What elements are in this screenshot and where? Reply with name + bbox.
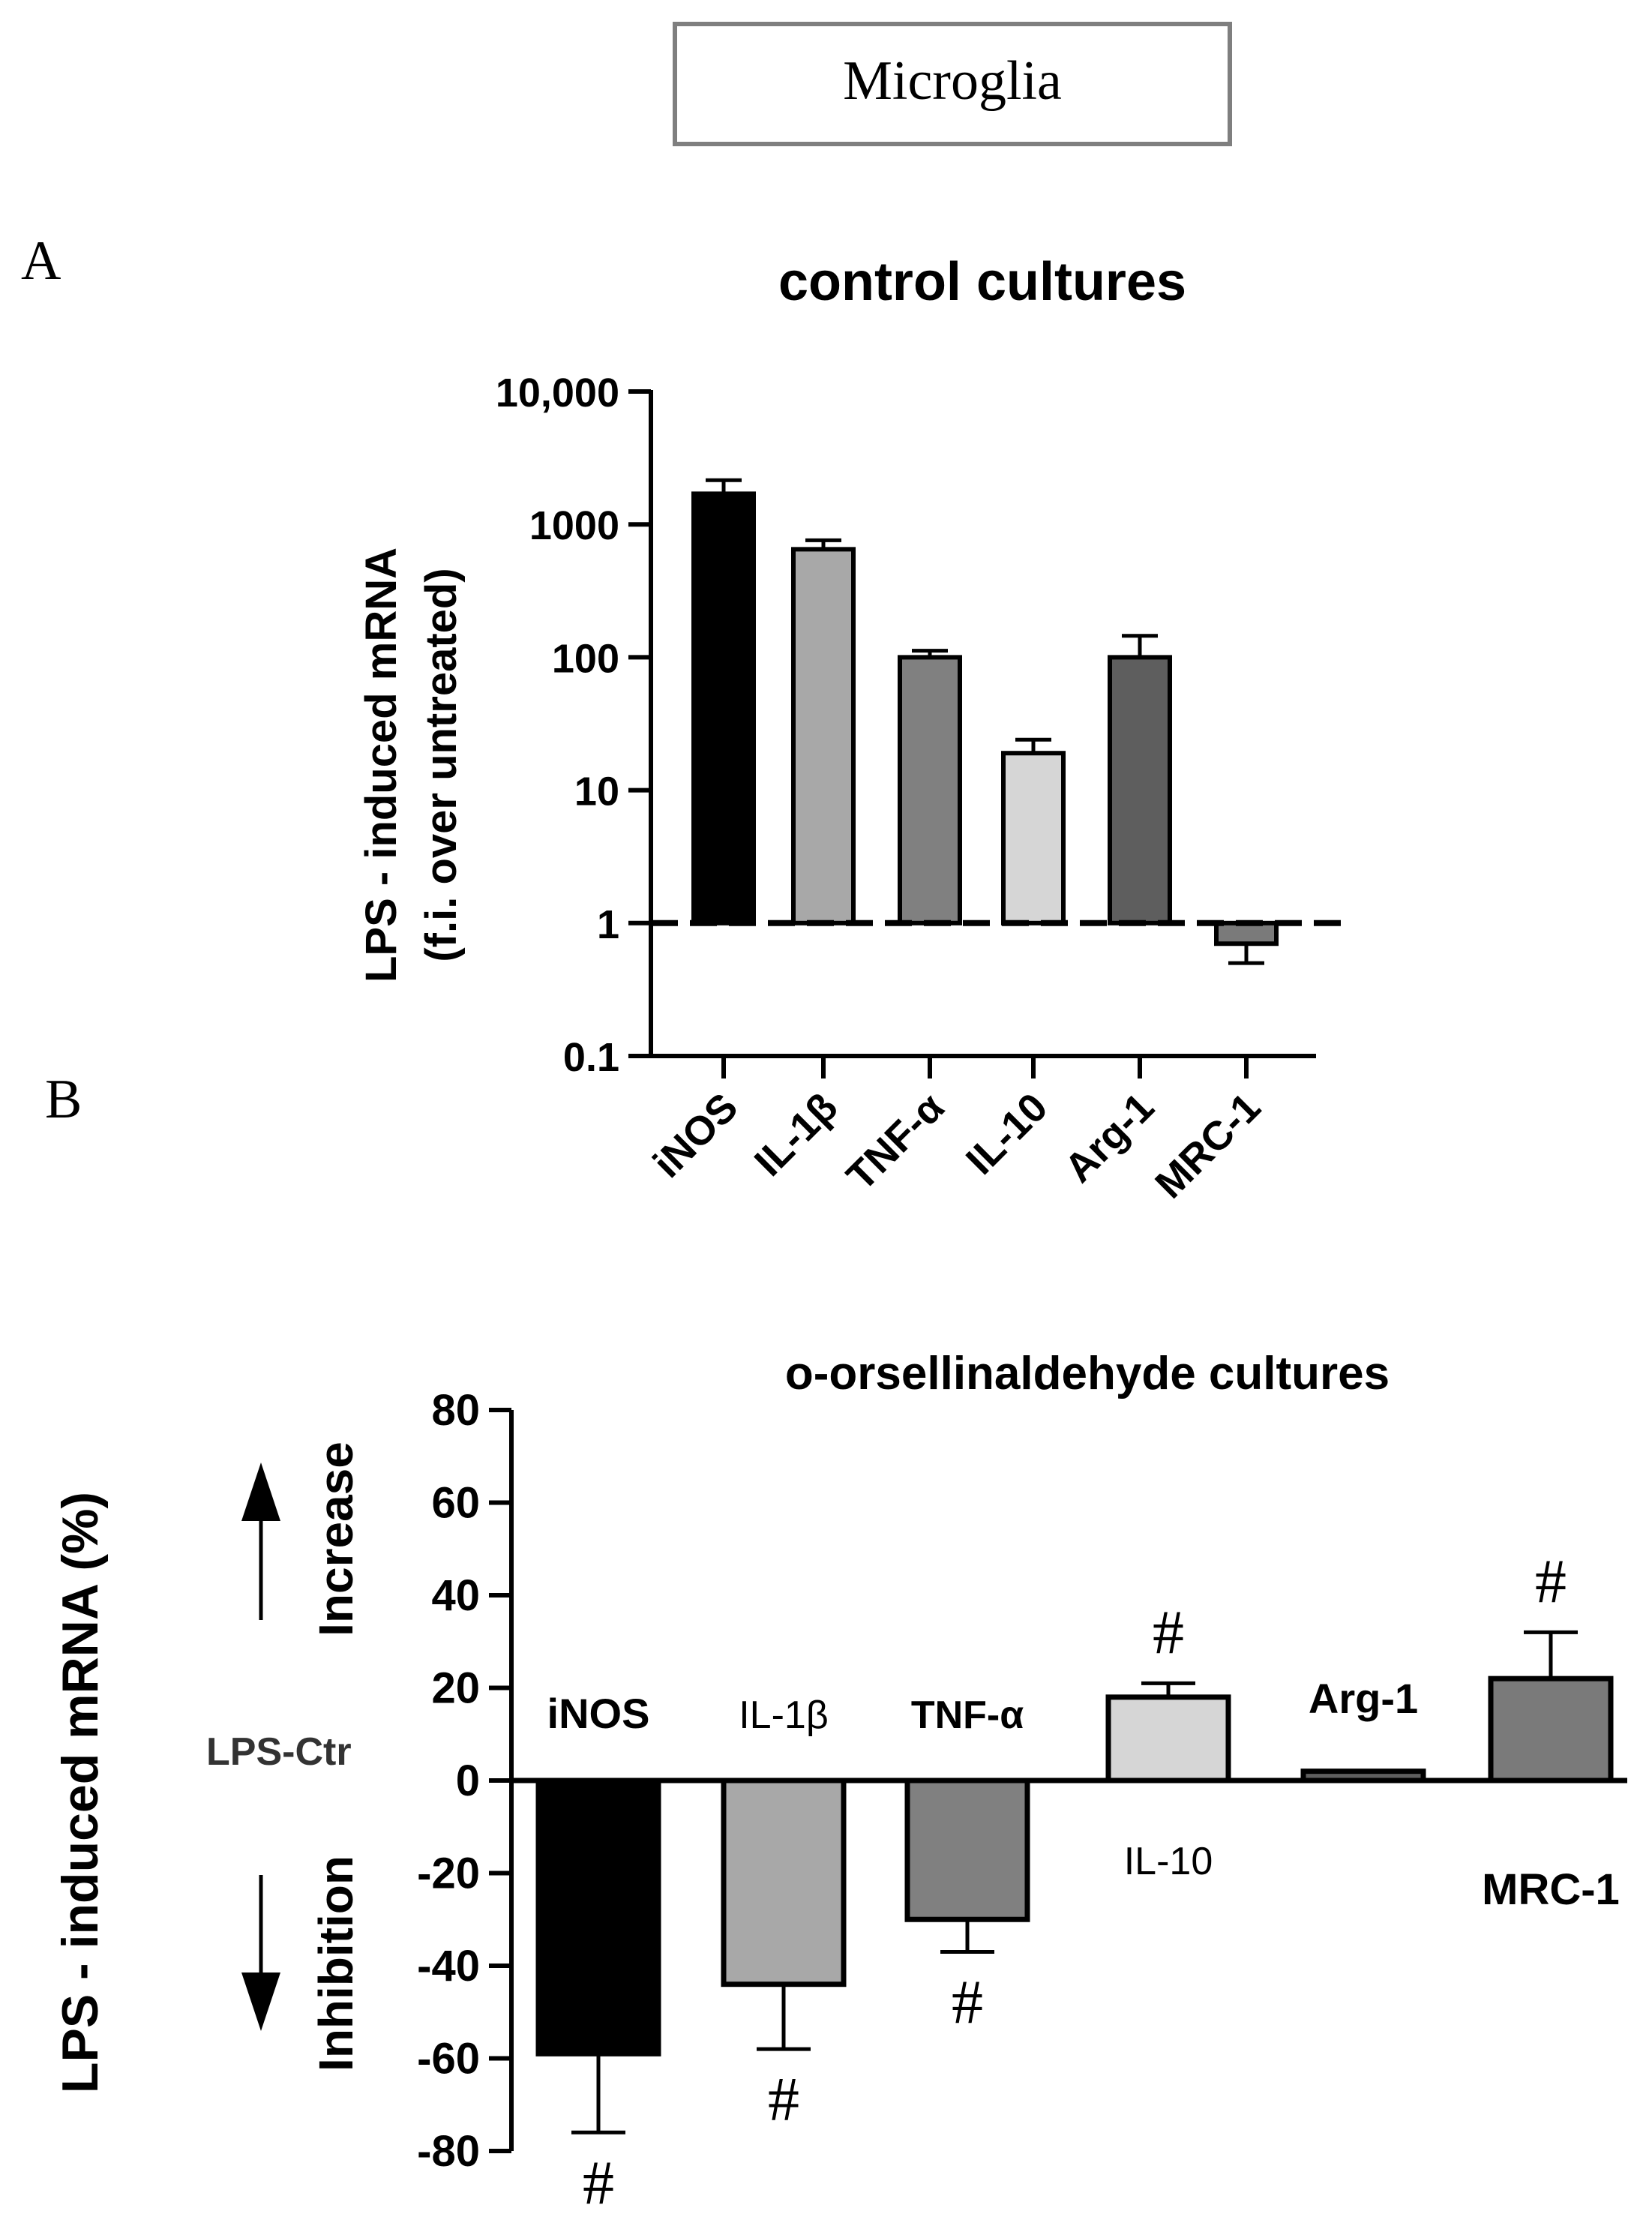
chart-b-bar-tnf-alpha bbox=[904, 1778, 1030, 1922]
chart-a-xlabel-inos: iNOS bbox=[645, 1084, 747, 1186]
chart-a-xlabel-mrc-1: MRC-1 bbox=[1147, 1084, 1269, 1207]
chart-b-inhibition-label: Inhibition bbox=[309, 1856, 363, 2072]
chart-b-label-tnf-alpha: TNF-α bbox=[911, 1694, 1024, 1737]
chart-b-ytick-label-0: -80 bbox=[417, 2127, 480, 2176]
chart-a-ytick-label-1: 1 bbox=[597, 902, 619, 947]
chart-a-xlabel-il-1beta: IL-1β bbox=[746, 1084, 847, 1185]
chart-b-label-il-1beta: IL-1β bbox=[739, 1694, 829, 1737]
chart-b-bar-il-10 bbox=[1105, 1694, 1231, 1784]
chart-b-increase-label: Increase bbox=[309, 1442, 363, 1636]
chart-b-label-inos: iNOS bbox=[547, 1690, 650, 1737]
chart-a-bar-mrc-1 bbox=[1214, 920, 1279, 946]
chart-b-zero-label: LPS-Ctr bbox=[206, 1730, 352, 1774]
chart-b-significance-tnf-alpha: # bbox=[952, 1967, 983, 2037]
chart-a-ytick-label-3: 100 bbox=[552, 636, 619, 681]
chart-a-ytick-label-2: 10 bbox=[574, 770, 619, 814]
chart-a-bar-arg-1 bbox=[1108, 655, 1172, 926]
chart-b-label-mrc-1: MRC-1 bbox=[1482, 1865, 1620, 1914]
chart-b-significance-mrc-1: # bbox=[1535, 1546, 1567, 1616]
chart-b-label-il-10: IL-10 bbox=[1124, 1840, 1213, 1883]
chart-b-ytick-label-3: -20 bbox=[417, 1850, 480, 1898]
chart-a-ytick-label-0: 0.1 bbox=[563, 1035, 619, 1080]
chart-b-significance-inos: # bbox=[583, 2148, 614, 2218]
chart-b-ytick-label-7: 60 bbox=[431, 1479, 480, 1528]
microglia-header-box bbox=[673, 22, 1232, 146]
chart-b-ytick-label-2: -40 bbox=[417, 1942, 480, 1990]
chart-b-title: o-orsellinaldehyde cultures bbox=[785, 1348, 1390, 1400]
chart-a-xlabel-il-10: IL-10 bbox=[958, 1084, 1057, 1184]
chart-b-label-arg-1: Arg-1 bbox=[1309, 1675, 1418, 1722]
chart-b-bar-mrc-1 bbox=[1488, 1676, 1614, 1784]
chart-a-ytick-label-5: 10,000 bbox=[496, 370, 619, 416]
chart-b-ytick-label-1: -60 bbox=[417, 2035, 480, 2084]
chart-a-bar-il-1beta bbox=[791, 547, 856, 926]
panel-a-letter: A bbox=[21, 230, 61, 292]
chart-a-title: control cultures bbox=[778, 252, 1186, 312]
chart-b-significance-il-1beta: # bbox=[768, 2065, 799, 2134]
increase-arrow-icon bbox=[241, 1462, 280, 1620]
microglia-header-label: Microglia bbox=[843, 50, 1062, 112]
chart-a-bar-il-10 bbox=[1001, 751, 1066, 926]
chart-b-bar-inos bbox=[535, 1778, 661, 2056]
chart-b-ytick-label-5: 20 bbox=[431, 1664, 480, 1713]
inhibition-arrow-icon bbox=[241, 1875, 280, 2031]
chart-b-bar-il-1beta bbox=[721, 1778, 847, 1988]
chart-a-bar-inos bbox=[691, 491, 756, 926]
chart-b-ylabel: LPS - induced mRNA (%) bbox=[52, 1492, 109, 2093]
chart-a-bar-tnf-alpha bbox=[898, 655, 962, 926]
panel-b-letter: B bbox=[45, 1069, 82, 1130]
chart-b-ytick-label-6: 40 bbox=[431, 1571, 480, 1620]
chart-a-xlabel-tnf-alpha: TNF-α bbox=[838, 1084, 953, 1199]
chart-a-ylabel-line1: LPS - induced mRNA bbox=[357, 548, 406, 982]
chart-b-orsellinaldehyde-cultures: o-orsellinaldehyde cultures LPS - induce… bbox=[52, 1348, 1627, 2218]
chart-b-ytick-label-8: 80 bbox=[431, 1386, 480, 1435]
chart-b-ytick-label-4: 0 bbox=[456, 1756, 480, 1805]
chart-a-ytick-label-4: 1000 bbox=[529, 503, 619, 548]
chart-b-significance-il-10: # bbox=[1153, 1598, 1184, 1667]
chart-a-ylabel-line2: (f.i. over untreated) bbox=[417, 568, 466, 962]
chart-a-control-cultures: control cultures LPS - induced mRNA (f.i… bbox=[357, 252, 1346, 1207]
